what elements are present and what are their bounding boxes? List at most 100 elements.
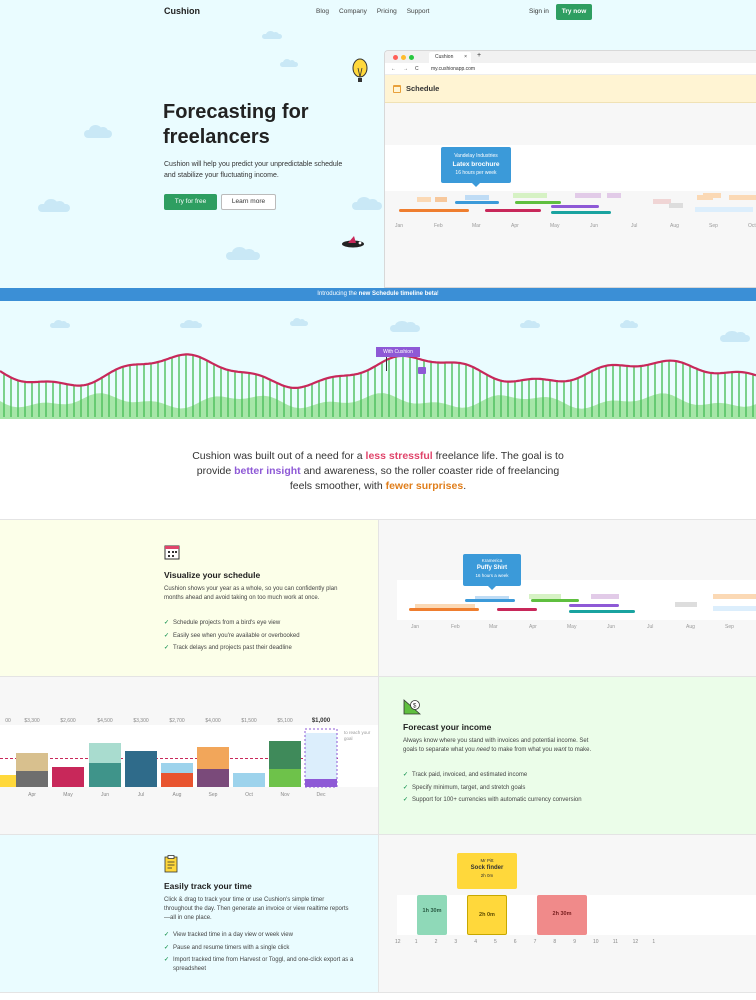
nav-link-blog[interactable]: Blog — [316, 8, 330, 15]
with-cushion-flag: With Cushion — [376, 347, 420, 357]
income-bar-segment[interactable] — [161, 773, 193, 787]
feature-schedule-preview: Kramerica Puffy Shirt 16 hours a week Ja… — [379, 519, 756, 677]
brand-logo[interactable]: Cushion — [164, 6, 200, 16]
banner-highlight[interactable]: new Schedule timeline beta — [358, 291, 438, 297]
nav-link-pricing[interactable]: Pricing — [376, 8, 397, 15]
try-now-button[interactable]: Try now — [556, 4, 592, 20]
income-bar-segment[interactable] — [269, 769, 301, 787]
month-label: May — [550, 223, 560, 229]
income-bar-segment[interactable] — [16, 771, 48, 787]
time-entry-block-active[interactable]: 2h 0m — [467, 895, 507, 935]
timeline-block[interactable] — [435, 197, 447, 202]
income-bar-segment[interactable] — [16, 753, 48, 771]
timeline-block[interactable] — [669, 203, 683, 208]
hero-subtitle: Cushion will help you predict your unpre… — [164, 161, 343, 179]
timeline-bar-orange[interactable] — [409, 608, 479, 611]
feature-bullets: ✓ View tracked time in a day view or week… — [164, 931, 360, 978]
timeline-bar-purple[interactable] — [551, 205, 599, 208]
income-bar-segment[interactable] — [269, 741, 301, 769]
income-bar-segment[interactable] — [89, 763, 121, 787]
cloud — [352, 197, 382, 210]
timeline-bar-red[interactable] — [497, 608, 537, 611]
feature-description: Cushion shows your year as a whole, so y… — [164, 586, 338, 601]
learn-more-button[interactable]: Learn more — [221, 194, 276, 210]
desc-text: Always know where you stand with invoice… — [403, 738, 589, 753]
month-label: Jun — [607, 624, 616, 630]
timeline-block[interactable] — [713, 606, 756, 611]
try-for-free-button[interactable]: Try for free — [164, 194, 217, 210]
nav-links: Blog Company Pricing Support — [316, 8, 430, 15]
month-label: Aug — [670, 223, 679, 229]
income-bar-segment[interactable] — [197, 769, 229, 787]
timeline-block[interactable] — [591, 594, 619, 599]
sign-in-link[interactable]: Sign in — [529, 8, 549, 15]
timeline-block[interactable] — [675, 602, 697, 607]
income-bar-segment[interactable] — [197, 747, 229, 769]
browser-tab-bar: Cushion × + — [385, 51, 756, 63]
nav-link-company[interactable]: Company — [339, 8, 367, 15]
timeline-block[interactable] — [653, 199, 671, 204]
timeline-block[interactable] — [465, 195, 489, 200]
timeline-bar-orange[interactable] — [399, 209, 469, 212]
check-icon: ✓ — [164, 645, 170, 651]
timeline-block[interactable] — [713, 594, 756, 599]
income-bar-segment[interactable] — [161, 763, 193, 773]
desc-text: to make from what you — [489, 747, 554, 753]
timeline-bar-red[interactable] — [485, 209, 525, 212]
timeline-block[interactable] — [415, 604, 475, 609]
schedule-title: Schedule — [406, 84, 440, 93]
time-entry-label: 1h 30m — [422, 908, 442, 914]
feature-bullet: ✓ Import tracked time from Harvest or Tog… — [164, 956, 360, 974]
nav-link-support[interactable]: Support — [406, 8, 430, 15]
timeline-bar-green[interactable] — [515, 201, 561, 204]
income-month-label: May — [63, 792, 73, 798]
timeline-block[interactable] — [529, 594, 561, 599]
timeline-block[interactable] — [575, 193, 601, 198]
timeline-block[interactable] — [513, 193, 547, 198]
income-bar-segment[interactable] — [233, 773, 265, 787]
timeline-block[interactable] — [703, 193, 721, 198]
hero-title-line2: freelancers — [163, 126, 270, 148]
timeline-bar-teal[interactable] — [569, 610, 635, 613]
timeline-bar-purple[interactable] — [569, 604, 619, 607]
timeline-bar-teal[interactable] — [551, 211, 611, 214]
month-label: Mar — [489, 624, 498, 630]
timeline-bar-blue[interactable] — [455, 201, 499, 204]
tooltip-client: Mr Pitt — [480, 858, 494, 863]
wave-track — [0, 353, 756, 419]
close-window-dot — [393, 55, 398, 60]
timeline-block[interactable] — [417, 197, 431, 202]
income-bar-segment[interactable] — [52, 767, 84, 787]
feature-bullets: ✓ Schedule projects from a bird's eye vie… — [164, 619, 354, 657]
goal-note: to reach your goal — [344, 730, 371, 741]
month-label: Mar — [472, 223, 481, 229]
app-preview-window: Cushion × + ← → C my.cushionapp.com Sche… — [384, 50, 756, 288]
timeline-block[interactable] — [607, 193, 621, 198]
timeline-block[interactable] — [695, 207, 753, 212]
timeline-block[interactable] — [729, 195, 756, 200]
month-label: Feb — [451, 624, 460, 630]
maximize-window-dot — [409, 55, 414, 60]
income-bar-segment[interactable] — [305, 733, 337, 779]
time-entry-block[interactable]: 1h 30m — [417, 895, 447, 935]
timeline-block[interactable] — [475, 596, 509, 601]
cloud — [520, 320, 540, 328]
announcement-banner[interactable]: Introducing the new Schedule timeline be… — [0, 288, 756, 301]
income-bar-segment[interactable] — [125, 751, 157, 787]
banner-suffix: ! — [437, 291, 439, 297]
month-label: Jan — [395, 223, 404, 229]
time-entry-block[interactable]: 2h 30m — [537, 895, 587, 935]
timeline-bar-blue[interactable] — [465, 599, 515, 602]
hour-label: 12 — [395, 939, 401, 945]
timeline-bar-green[interactable] — [531, 599, 579, 602]
rollercoaster-illustration: With Cushion — [0, 301, 756, 419]
income-bar-segment[interactable] — [305, 779, 337, 787]
income-bar-label: $1,500 — [241, 718, 257, 724]
browser-tab: Cushion × — [429, 52, 471, 63]
month-label: Sep — [725, 624, 734, 630]
timeline-bar-red[interactable] — [515, 209, 541, 212]
month-label: May — [567, 624, 577, 630]
income-bar-segment[interactable] — [89, 743, 121, 763]
timesheet-icon — [164, 855, 178, 873]
browser-tab-title: Cushion — [435, 54, 454, 60]
